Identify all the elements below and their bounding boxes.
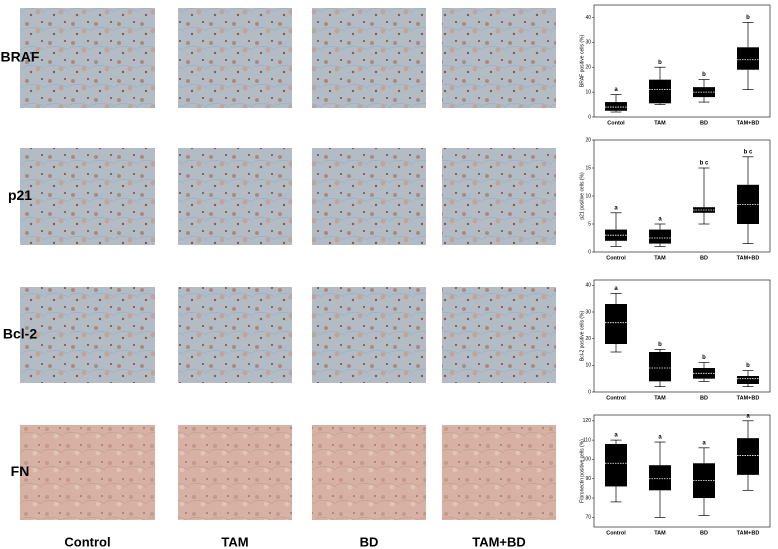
y-tick-label: 0 — [588, 249, 591, 255]
x-tick-label: TAM+BD — [737, 530, 760, 536]
row-label: FN — [11, 463, 30, 479]
y-tick-label: 20 — [585, 137, 591, 143]
box — [605, 304, 627, 344]
y-tick-label: 70 — [585, 515, 591, 521]
x-tick-label: Control — [606, 255, 626, 261]
y-tick-label: 0 — [588, 389, 591, 395]
row-label: Bcl-2 — [3, 326, 37, 342]
significance-label: a — [658, 435, 662, 441]
box — [605, 102, 627, 111]
y-axis-label: Fibronectin positive cells (%) — [579, 439, 585, 503]
y-tick-label: 10 — [585, 89, 591, 95]
micrograph — [178, 287, 292, 383]
y-tick-label: 40 — [585, 15, 591, 21]
column-label: TAM+BD — [472, 534, 526, 549]
box — [649, 79, 671, 104]
significance-label: b — [746, 363, 750, 369]
y-tick-label: 80 — [585, 495, 591, 501]
micrograph — [442, 148, 556, 245]
x-tick-label: TAM+BD — [737, 120, 760, 126]
y-tick-label: 10 — [585, 193, 591, 199]
plot-frame — [593, 4, 771, 118]
micrograph — [312, 287, 426, 383]
x-tick-label: TAM — [654, 395, 666, 401]
x-tick-label: TAM — [654, 120, 666, 126]
plot-frame — [593, 279, 771, 393]
y-tick-label: 20 — [585, 336, 591, 342]
micrograph — [312, 148, 426, 245]
box — [649, 229, 671, 244]
x-tick-label: TAM — [654, 530, 666, 536]
x-tick-label: BD — [700, 530, 708, 536]
y-tick-label: 100 — [583, 457, 592, 463]
row-label: BRAF — [1, 49, 40, 65]
micrograph — [20, 8, 155, 108]
significance-label: a — [746, 413, 750, 419]
y-tick-label: 10 — [585, 363, 591, 369]
significance-label: b — [702, 355, 706, 361]
y-tick-label: 20 — [585, 65, 591, 71]
micrograph — [312, 425, 426, 520]
micrograph — [178, 425, 292, 520]
row-label: p21 — [8, 187, 32, 203]
y-tick-label: 5 — [588, 221, 591, 227]
significance-label: a — [614, 87, 618, 93]
micrographs — [20, 8, 556, 520]
x-tick-label: TAM — [654, 255, 666, 261]
x-tick-label: TAM+BD — [737, 255, 760, 261]
significance-label: a — [702, 440, 706, 446]
significance-label: b — [658, 60, 662, 66]
y-tick-label: 90 — [585, 476, 591, 482]
micrograph — [178, 148, 292, 245]
column-label: Control — [64, 534, 110, 549]
box — [649, 465, 671, 491]
y-tick-label: 0 — [588, 114, 591, 120]
plot-frame — [593, 414, 771, 528]
significance-label: b — [702, 72, 706, 78]
y-tick-label: 110 — [583, 437, 591, 443]
box — [737, 47, 759, 70]
box — [605, 443, 627, 487]
box — [737, 438, 759, 475]
micrograph — [20, 148, 155, 245]
y-axis-label: BRAF positive cells (%) — [579, 35, 585, 88]
micrograph — [20, 287, 155, 383]
y-tick-label: 30 — [585, 309, 591, 315]
y-axis-label: Bcl-2 positive cells (%) — [579, 311, 585, 362]
x-tick-label: Contol — [607, 120, 625, 126]
x-tick-label: BD — [700, 120, 708, 126]
column-label: BD — [360, 534, 379, 549]
y-tick-label: 30 — [585, 40, 591, 46]
x-tick-label: BD — [700, 255, 708, 261]
x-tick-label: Control — [606, 395, 626, 401]
micrograph — [442, 425, 556, 520]
box — [649, 352, 671, 382]
significance-label: b c — [744, 149, 753, 155]
significance-label: b — [658, 342, 662, 348]
significance-label: a — [614, 286, 618, 292]
x-tick-label: TAM+BD — [737, 395, 760, 401]
micrograph — [442, 287, 556, 383]
micrograph — [312, 8, 426, 108]
box — [737, 376, 759, 384]
micrograph — [20, 425, 155, 520]
significance-label: b — [746, 15, 750, 21]
micrograph — [442, 8, 556, 108]
y-tick-label: 40 — [585, 283, 591, 289]
x-tick-label: Control — [606, 530, 626, 536]
x-tick-label: BD — [700, 395, 708, 401]
significance-label: a — [614, 205, 618, 211]
y-tick-label: 120 — [583, 418, 592, 424]
column-label: TAM — [221, 534, 248, 549]
significance-label: a — [658, 217, 662, 223]
significance-label: b c — [700, 161, 709, 167]
significance-label: a — [614, 433, 618, 439]
y-axis-label: p21 positive cells (%) — [579, 172, 585, 220]
y-tick-label: 15 — [585, 165, 591, 171]
micrograph — [178, 8, 292, 108]
